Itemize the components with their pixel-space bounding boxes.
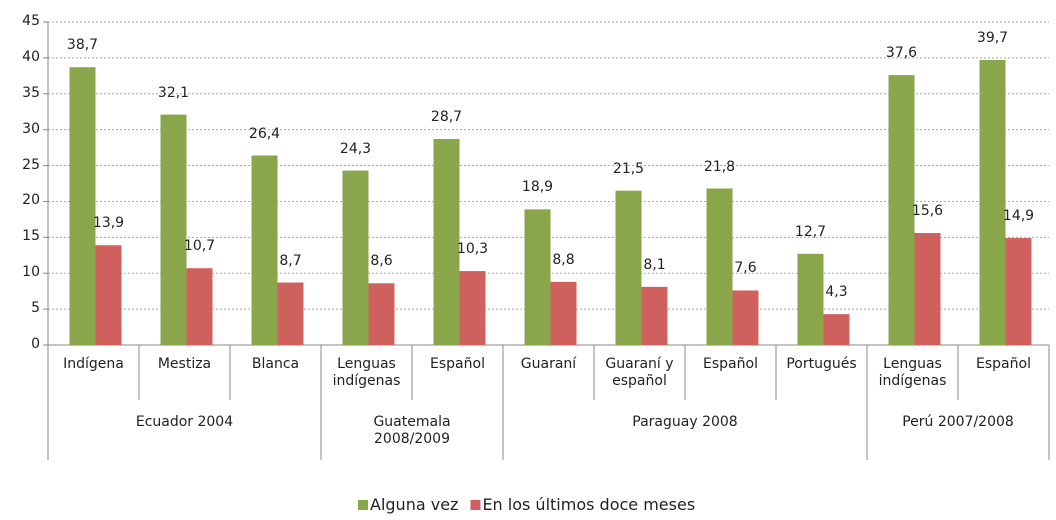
legend-swatch [470, 500, 481, 510]
value-label: 26,4 [248, 125, 281, 142]
x-tick-label: Blanca [251, 356, 300, 372]
y-tick-label: 15 [22, 228, 40, 245]
y-tick-label: 40 [22, 48, 40, 65]
value-label: 14,9 [1002, 208, 1035, 225]
value-label: 28,7 [430, 108, 463, 125]
value-label: 10,7 [183, 238, 216, 255]
x-tick-label: Portugués [786, 356, 857, 372]
legend-swatch [358, 500, 368, 510]
x-tick-label: Lenguas indígenas [332, 356, 401, 389]
y-tick-label: 35 [22, 84, 40, 101]
bar [914, 233, 941, 345]
bar [1005, 238, 1032, 345]
bar [706, 188, 733, 345]
bar [368, 283, 395, 345]
value-label: 13,9 [92, 215, 125, 232]
value-label: 10,3 [456, 241, 489, 258]
value-label: 8,7 [279, 252, 302, 269]
x-tick-label: Lenguas indígenas [878, 356, 947, 389]
bar [615, 190, 642, 345]
value-label: 21,5 [612, 160, 645, 177]
value-label: 38,7 [66, 37, 99, 54]
value-label: 32,1 [157, 84, 190, 101]
value-label: 8,1 [643, 256, 666, 273]
value-label: 37,6 [885, 45, 918, 62]
bar [251, 155, 278, 345]
value-label: 8,6 [370, 253, 393, 270]
y-tick-label: 0 [31, 336, 40, 352]
bar [797, 253, 824, 345]
bar [459, 271, 486, 345]
group-label: Ecuador 2004 [135, 414, 234, 430]
bar [342, 170, 369, 345]
x-tick-label: Indígena [63, 356, 124, 372]
x-tick-label: Español [976, 356, 1031, 372]
bar [524, 209, 551, 345]
bar [160, 114, 187, 346]
group-label: Guatemala 2008/2009 [373, 414, 451, 447]
y-tick-label: 5 [31, 300, 40, 317]
value-label: 12,7 [794, 223, 827, 240]
bar [732, 290, 759, 345]
y-tick-label: 30 [22, 120, 40, 137]
y-tick-label: 45 [22, 13, 40, 29]
value-label: 18,9 [521, 179, 554, 196]
bar [979, 60, 1006, 345]
value-label: 21,8 [703, 158, 736, 175]
x-tick-label: Guaraní [520, 356, 577, 372]
group-label: Paraguay 2008 [632, 414, 738, 430]
y-tick-label: 10 [22, 264, 40, 281]
bar [888, 75, 915, 346]
bar [69, 67, 96, 345]
bar [433, 138, 460, 345]
bar [641, 286, 668, 345]
x-tick-label: Guaraní y español [605, 356, 674, 389]
bar [823, 314, 850, 345]
x-tick-label: Español [430, 356, 485, 372]
y-tick-label: 20 [22, 192, 40, 209]
value-label: 7,6 [734, 260, 757, 277]
legend-label: En los últimos doce meses [482, 495, 696, 514]
bar [550, 281, 577, 345]
value-label: 39,7 [976, 30, 1009, 47]
bar [186, 268, 213, 345]
legend-label: Alguna vez [370, 495, 459, 514]
value-label: 24,3 [339, 140, 372, 157]
group-label: Perú 2007/2008 [902, 414, 1014, 430]
bar [95, 245, 122, 345]
x-tick-label: Mestiza [157, 356, 212, 372]
bar [277, 282, 304, 345]
value-label: 8,8 [552, 251, 575, 268]
value-label: 15,6 [911, 203, 944, 220]
x-tick-label: Español [703, 356, 758, 372]
y-tick-label: 25 [22, 156, 40, 173]
value-label: 4,3 [825, 284, 848, 301]
